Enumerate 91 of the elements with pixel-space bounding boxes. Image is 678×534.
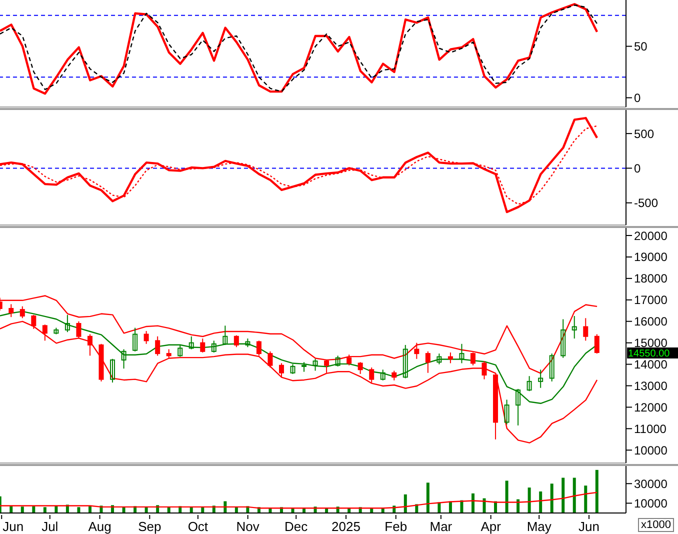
x-tick-label: Sep	[138, 519, 162, 534]
candlestick	[178, 344, 183, 358]
bar	[43, 507, 46, 513]
x-tick-label: Apr	[480, 519, 502, 534]
y-tick-label: 13000	[634, 379, 668, 393]
candlestick	[583, 318, 588, 342]
y-tick-label: 0	[634, 91, 641, 105]
candlestick	[64, 314, 70, 333]
candlestick	[302, 362, 307, 372]
candlestick	[425, 350, 430, 374]
bar	[77, 507, 80, 513]
candlestick	[42, 324, 48, 342]
y-tick-label: 16000	[634, 314, 668, 329]
x-tick-label: 2025	[332, 519, 360, 534]
bar	[20, 506, 24, 513]
candlestick	[346, 354, 352, 366]
candlestick	[572, 315, 577, 340]
candlestick	[358, 362, 363, 374]
candlestick	[20, 306, 25, 319]
candlestick	[188, 336, 194, 350]
candlestick	[380, 369, 386, 381]
candlestick	[87, 334, 92, 356]
candlestick	[448, 352, 453, 364]
y-tick-label: 20000	[634, 228, 668, 243]
candlestick	[312, 358, 318, 372]
bar	[426, 482, 430, 513]
y-tick-label: 19000	[634, 250, 668, 264]
x-tick-label: Jun	[578, 519, 600, 534]
candlestick	[256, 340, 262, 356]
x-tick-label: Jul	[42, 519, 58, 534]
y-tick-label: 10000	[634, 443, 668, 458]
bar	[505, 480, 508, 513]
candlestick	[594, 334, 600, 354]
candlestick	[222, 325, 228, 346]
candlestick	[211, 340, 216, 353]
candlestick	[132, 327, 138, 352]
y-tick-label: -500	[634, 196, 658, 210]
candlestick	[290, 364, 296, 374]
x-tick-label: Feb	[384, 519, 408, 534]
candlestick	[392, 370, 397, 381]
candlestick	[278, 362, 284, 378]
y-tick-label: 50	[634, 40, 648, 54]
text: x1000	[638, 518, 674, 532]
bar	[584, 486, 588, 513]
candlestick	[268, 350, 273, 368]
x-tick-label: Dec	[284, 519, 308, 534]
bar	[562, 478, 565, 513]
candlestick	[110, 358, 116, 384]
y-tick-label: 30000	[634, 476, 668, 491]
candlestick	[414, 342, 420, 360]
bar	[404, 494, 407, 513]
bar	[539, 491, 542, 513]
y-tick-label: 0	[634, 161, 641, 176]
candlestick	[144, 330, 149, 344]
y-tick-label: 18000	[634, 272, 668, 286]
candlestick	[121, 348, 126, 370]
line-series	[0, 492, 598, 509]
text: 14550.00	[628, 348, 670, 360]
candlestick	[8, 304, 14, 318]
x-tick-label: Nov	[236, 519, 260, 534]
candlestick	[436, 353, 442, 365]
bar	[550, 484, 554, 513]
candlestick	[560, 318, 566, 358]
candlestick	[549, 353, 554, 382]
candlestick	[234, 334, 239, 348]
bar	[572, 478, 576, 513]
candlestick	[155, 336, 160, 356]
x-tick-label: May	[526, 519, 552, 534]
candlestick	[526, 376, 532, 392]
candlestick	[470, 352, 476, 366]
x-tick-label: Oct	[188, 519, 208, 534]
candlestick	[459, 343, 464, 364]
y-tick-label: 15000	[634, 336, 668, 350]
candlestick	[335, 355, 340, 367]
x-tick-label: Aug	[88, 519, 112, 534]
y-tick-label: 17000	[634, 293, 668, 308]
candlestick	[402, 344, 408, 379]
y-tick-label: 500	[634, 126, 654, 141]
bar	[528, 488, 531, 513]
candlestick	[369, 367, 374, 384]
x-tick-label: Mar	[430, 519, 453, 534]
y-tick-label: 11000	[634, 422, 667, 436]
y-tick-label: 10000	[634, 496, 668, 510]
candlestick	[482, 360, 487, 380]
y-tick-label: 12000	[634, 400, 668, 414]
candlestick	[504, 399, 510, 425]
candlestick	[538, 369, 544, 388]
bar	[595, 470, 598, 513]
x-tick-label: Jun	[2, 519, 24, 534]
y-tick-label: 14000	[634, 358, 668, 372]
candlestick	[200, 338, 206, 353]
